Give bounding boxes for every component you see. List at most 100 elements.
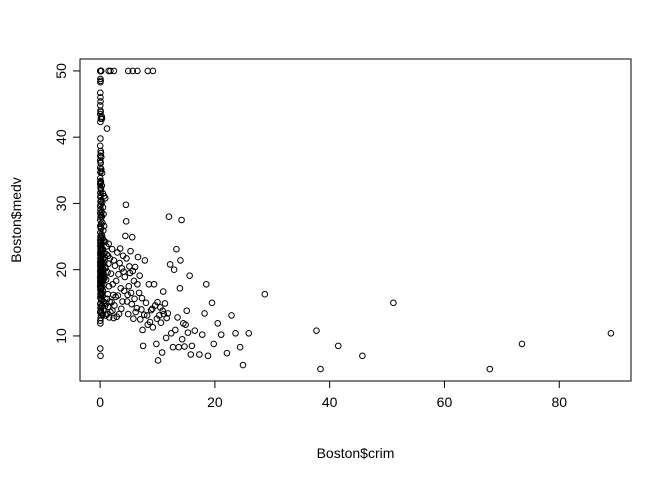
data-point [175,343,183,351]
data-point [139,326,146,334]
data-point [163,314,170,322]
data-point [97,189,104,197]
data-point [127,289,135,297]
data-point [202,280,210,288]
data-point [134,67,141,75]
data-point [196,351,203,358]
data-point [112,277,120,285]
data-point [114,292,122,299]
data-point [102,276,110,283]
data-point [214,320,222,327]
data-point [236,343,244,351]
data-point [103,251,110,258]
data-point [122,232,129,240]
data-point [149,67,157,75]
data-point [115,310,123,318]
data-point [313,327,320,334]
data-point [198,331,206,338]
data-point [169,343,177,351]
axis-ticks: 0 20 40 60 80 10 20 30 40 50 [53,63,567,410]
data-point [173,245,180,253]
data-point [97,115,105,122]
data-point [97,149,105,157]
y-tick-label: 30 [53,195,69,211]
data-point [114,249,121,256]
data-point [204,352,212,360]
data-point [97,198,104,205]
data-point [187,351,195,358]
data-point [120,287,128,295]
data-point [166,261,174,268]
data-point [97,94,104,101]
data-point [131,263,139,271]
data-point [147,306,155,314]
data-point [201,310,208,317]
data-point [108,245,116,253]
data-point [130,277,138,285]
data-point [124,67,132,75]
data-point [111,302,118,309]
data-point [186,272,193,279]
data-point [97,118,104,126]
data-point [139,342,147,350]
data-point [150,280,158,288]
data-point [261,290,269,298]
data-point [208,299,216,307]
data-point [97,98,104,105]
y-tick-label: 40 [53,129,69,145]
data-point [97,67,105,75]
data-point [178,335,186,343]
data-point [182,321,189,328]
data-point [96,142,104,150]
data-point [124,291,131,299]
x-axis-label: Boston$crim [317,445,395,461]
data-point [134,253,142,261]
data-point [105,240,112,248]
data-point [228,312,235,319]
data-point [153,340,160,348]
data-point [102,265,109,272]
data-point [134,280,141,288]
data-point [106,255,114,262]
data-point [223,349,231,357]
y-tick-label: 10 [53,328,69,344]
data-point [103,125,111,132]
data-point [217,331,225,338]
data-point [97,317,104,325]
data-point [142,299,150,307]
data-point [141,257,149,264]
data-point [102,312,110,319]
data-point [245,330,253,337]
data-point [119,298,126,305]
data-point [138,306,145,313]
data-point [107,270,115,277]
data-point [101,194,109,202]
data-point [110,67,118,75]
data-points [96,67,615,373]
y-tick-label: 50 [53,63,69,79]
data-point [164,310,172,317]
data-point [177,257,184,264]
data-point [157,319,165,327]
x-tick-label: 80 [551,394,567,410]
data-point [181,343,188,350]
data-point [135,289,143,297]
data-point [105,282,113,290]
data-point [317,365,324,373]
data-point [123,255,130,262]
data-point [171,326,179,334]
x-tick-label: 40 [322,394,338,410]
data-point [120,268,127,275]
data-point [191,327,199,334]
data-point [183,307,191,315]
data-point [130,315,137,323]
data-point [518,340,526,348]
data-point [138,294,146,302]
data-point [109,280,117,288]
data-point [359,352,366,360]
y-axis-label: Boston$medv [8,177,24,263]
data-point [121,273,129,281]
data-point [167,330,175,337]
data-point [116,245,124,252]
